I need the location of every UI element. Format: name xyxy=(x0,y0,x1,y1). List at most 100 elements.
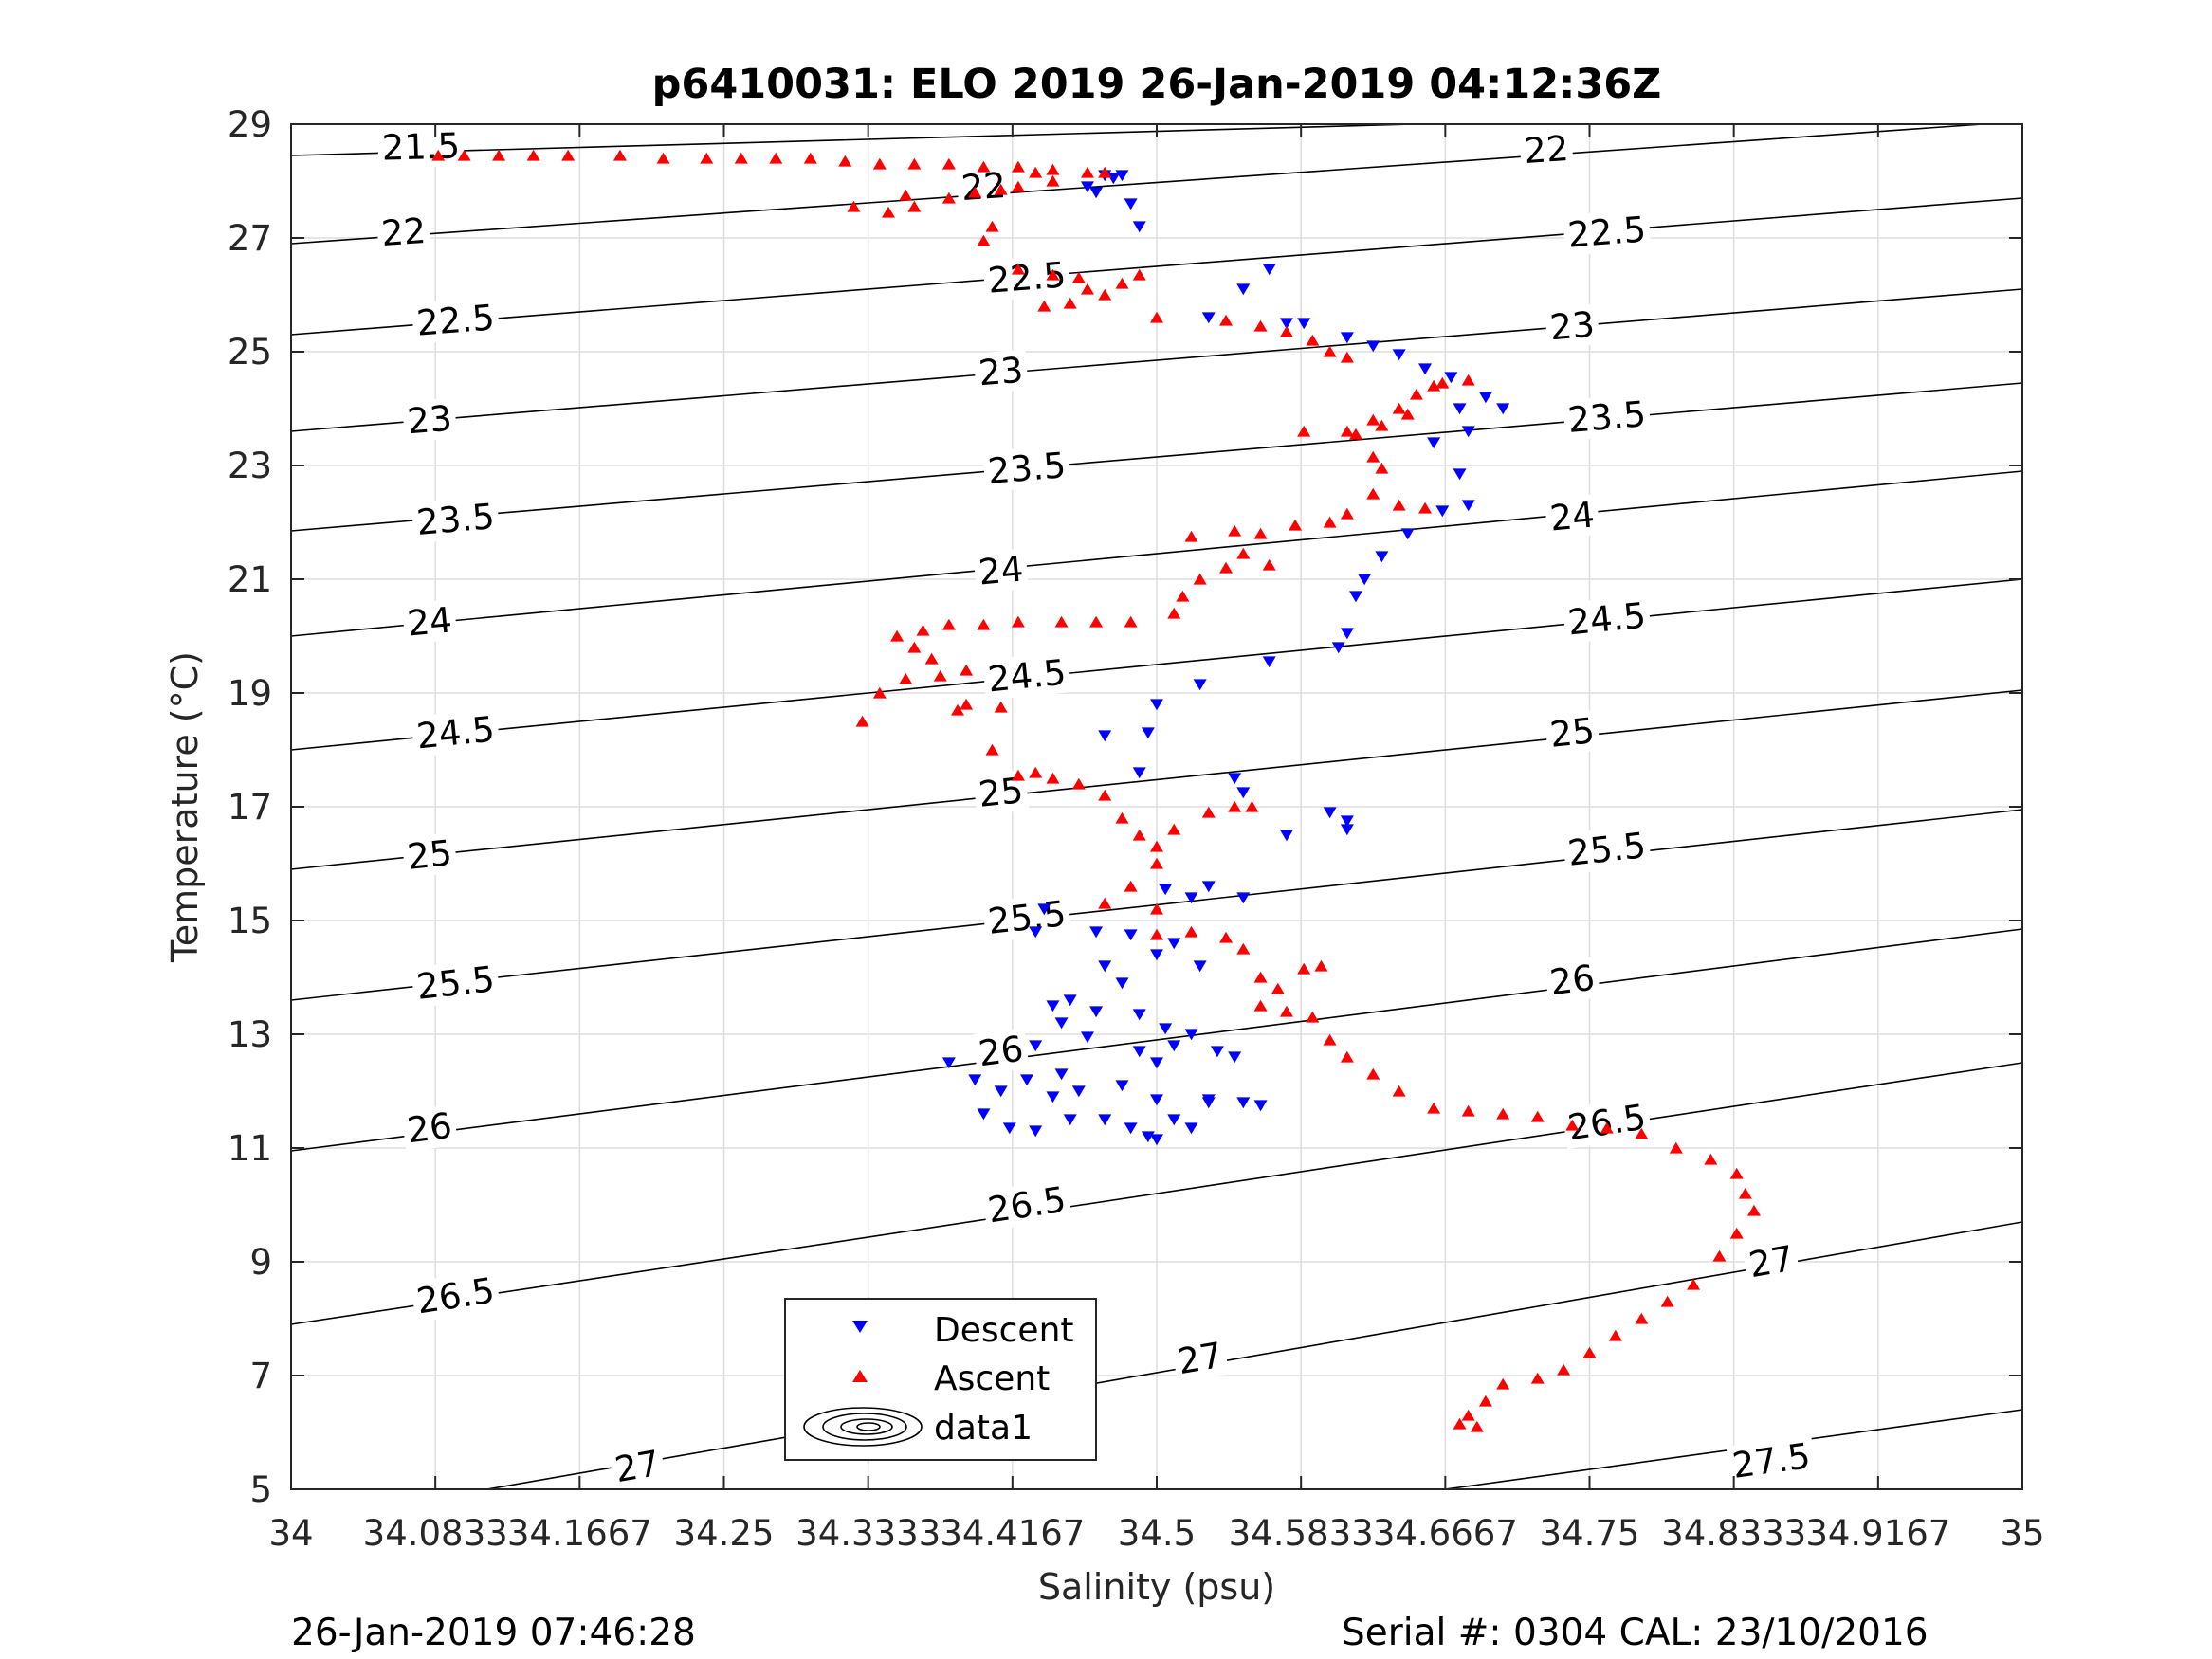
ascent-point xyxy=(1011,180,1025,192)
ascent-point xyxy=(1150,311,1163,323)
x-axis-label: Salinity (psu) xyxy=(1038,1566,1275,1608)
descent-point xyxy=(1132,221,1146,233)
ascent-point xyxy=(1738,1187,1752,1199)
ascent-point xyxy=(656,152,670,164)
ascent-point xyxy=(1150,902,1163,915)
contour-label-bg xyxy=(401,831,458,879)
ascent-point xyxy=(1366,450,1380,463)
x-axis: 34 34.0833 34.1667 34.25 34.3333 34.4167 34.5 3… xyxy=(268,124,2045,1554)
descent-point xyxy=(1089,1006,1104,1018)
ascent-point xyxy=(1219,561,1234,574)
ascent-point xyxy=(1184,530,1198,542)
descent-point xyxy=(1358,574,1372,586)
ascent-point xyxy=(1089,615,1104,628)
descent-point xyxy=(1236,892,1251,904)
ascent-point xyxy=(1306,334,1320,346)
descent-point xyxy=(1228,773,1242,785)
contour-label-bg xyxy=(956,164,1012,210)
x-tick-label: 34.5833 xyxy=(1229,1513,1374,1554)
ascent-point xyxy=(1011,160,1025,173)
ascent-point xyxy=(1124,615,1138,628)
descent-point xyxy=(1089,187,1104,199)
ascent-point xyxy=(1635,1127,1649,1139)
ascent-point xyxy=(1565,1119,1580,1131)
contour-label: 24 xyxy=(1548,494,1597,538)
ascent-point xyxy=(526,149,540,161)
descent-point xyxy=(1435,505,1450,518)
contour-label-bg xyxy=(1544,493,1600,540)
descent-point xyxy=(1167,1114,1181,1126)
sigma-contour-23.5 xyxy=(291,382,2022,532)
ascent-point xyxy=(612,149,627,161)
descent-point xyxy=(1453,468,1467,481)
ascent-point xyxy=(1080,166,1094,178)
descent-point xyxy=(1400,528,1415,540)
ascent-point xyxy=(1253,971,1268,983)
ascent-point xyxy=(1046,174,1060,187)
contour-label-bg xyxy=(973,769,1030,816)
descent-point xyxy=(1054,1017,1069,1030)
descent-point xyxy=(1201,881,1216,893)
ascent-point xyxy=(1366,487,1380,500)
x-tick-label: 34.25 xyxy=(674,1513,775,1554)
ascent-point xyxy=(1582,1346,1597,1358)
descent-point xyxy=(1279,318,1293,330)
ascent-point xyxy=(1461,1409,1475,1421)
descent-point xyxy=(1124,929,1138,941)
descent-point xyxy=(1150,1134,1163,1146)
ascent-point xyxy=(1011,769,1025,781)
ascent-point xyxy=(1098,789,1112,801)
contour-label-bg xyxy=(972,1028,1030,1075)
ascent-point xyxy=(1150,857,1163,869)
ascent-point xyxy=(1245,800,1259,812)
ascent-point xyxy=(1340,425,1354,437)
contour-label-bg xyxy=(375,210,431,255)
descent-point xyxy=(1478,392,1492,404)
contour-label-bg xyxy=(1544,709,1600,757)
contour-label-bg xyxy=(973,349,1029,394)
ascent-point xyxy=(1746,1204,1761,1216)
ascent-point xyxy=(1236,547,1251,559)
ascent-point xyxy=(907,157,922,170)
descent-point xyxy=(994,1085,1008,1098)
descent-point xyxy=(1323,807,1337,819)
descent-point xyxy=(1124,198,1138,210)
descent-point xyxy=(1228,1051,1242,1064)
descent-point xyxy=(1046,1000,1060,1012)
ascent-point xyxy=(1409,388,1423,400)
descent-point xyxy=(1366,340,1380,353)
ascent-point xyxy=(1669,1141,1683,1154)
contour-label-bg xyxy=(1170,1334,1230,1383)
ascent-point xyxy=(1037,300,1051,312)
descent-point xyxy=(1184,1029,1198,1041)
ascent-point xyxy=(1046,772,1060,784)
descent-point xyxy=(1150,1057,1163,1069)
contour-label: 23.5 xyxy=(415,496,497,543)
ascent-point xyxy=(1478,1395,1492,1407)
descent-point xyxy=(1262,656,1276,668)
descent-point xyxy=(1184,1122,1198,1135)
descent-point xyxy=(1159,884,1173,896)
ascent-point xyxy=(985,743,999,756)
ascent-point xyxy=(1348,428,1362,440)
contour-label-bg xyxy=(401,1104,459,1152)
x-tick-label: 34.9167 xyxy=(1805,1513,1950,1554)
ascent-point xyxy=(492,149,506,161)
descent-point xyxy=(1080,1031,1094,1044)
descent-point xyxy=(1461,500,1475,512)
ascent-point xyxy=(890,629,905,642)
contour-label: 23 xyxy=(977,350,1024,394)
ascent-point xyxy=(734,152,748,164)
ascent-point xyxy=(881,206,895,218)
descent-point xyxy=(1029,1040,1043,1052)
ascent-point xyxy=(1314,959,1328,972)
ascent-point xyxy=(1279,325,1293,337)
ascent-point xyxy=(872,157,887,170)
ascent-point xyxy=(1184,925,1198,938)
ascent-point xyxy=(1392,1085,1406,1097)
ascent-point xyxy=(457,149,471,161)
legend-descent-marker xyxy=(852,1321,868,1333)
contour-label-bg xyxy=(411,957,501,1009)
contour-label: 25.5 xyxy=(414,958,497,1008)
ascent-point xyxy=(1029,766,1043,778)
